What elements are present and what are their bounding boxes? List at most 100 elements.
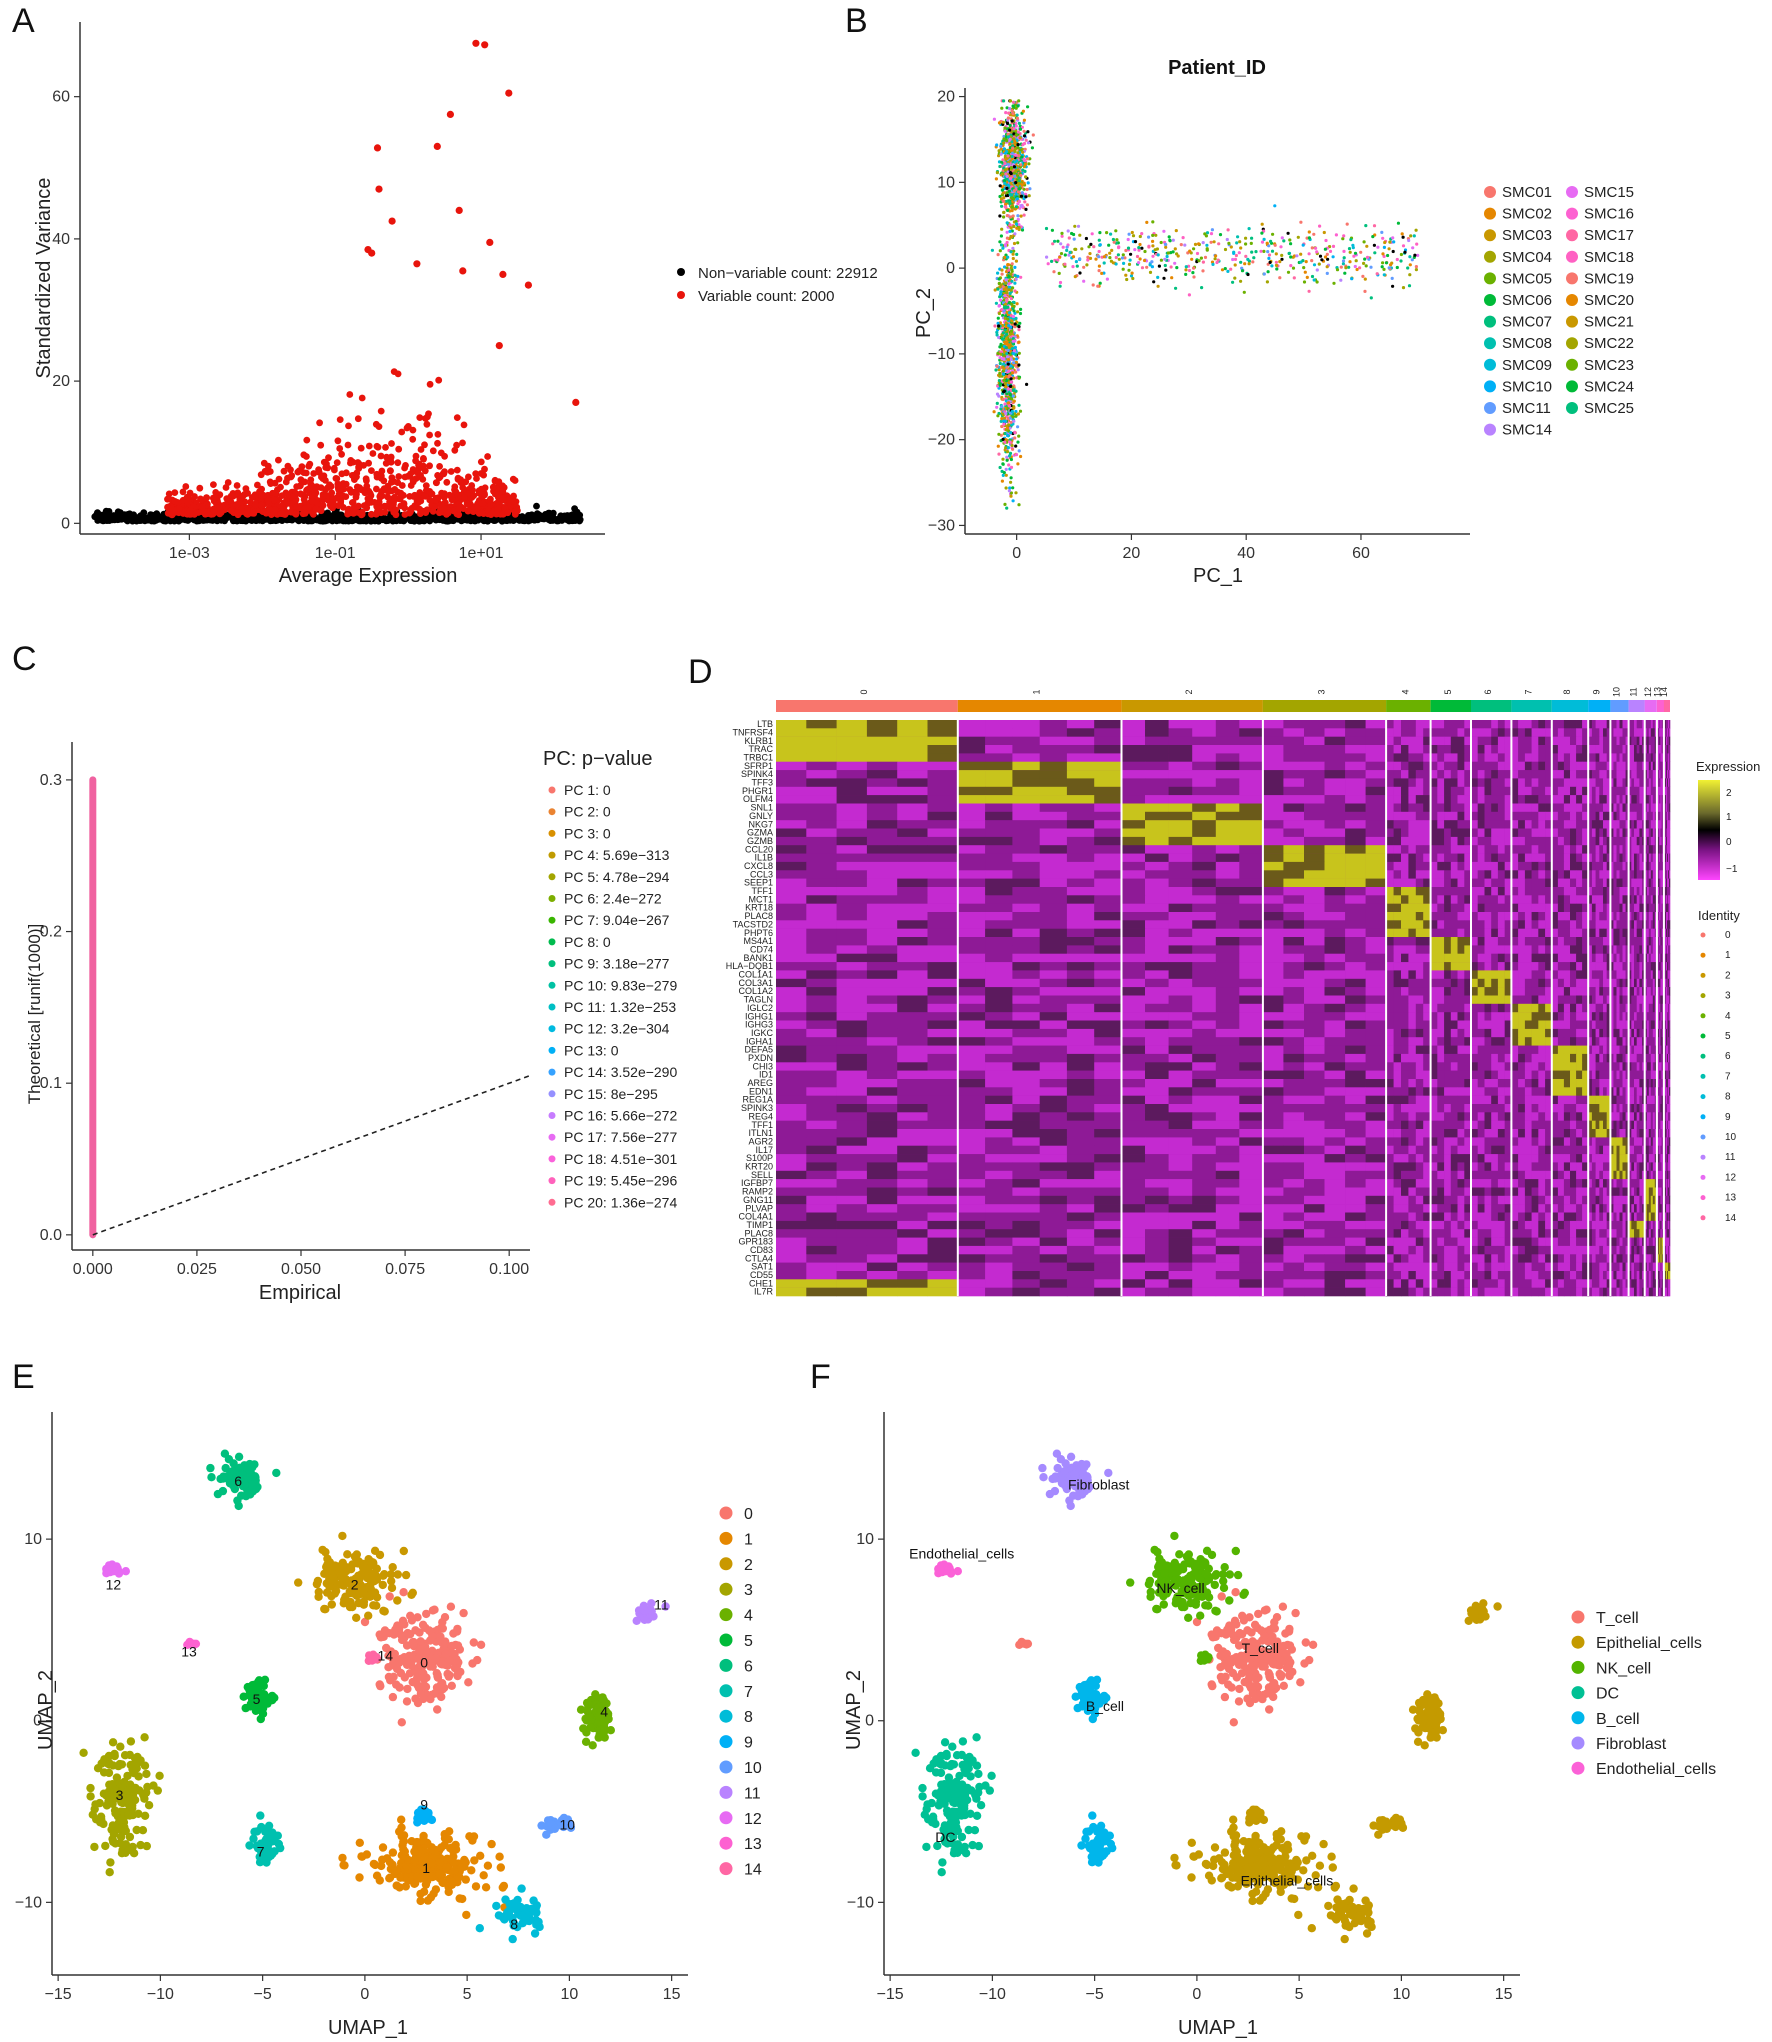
pca-point: [1303, 270, 1307, 274]
heatmap-cell: [1450, 770, 1458, 779]
legend-marker-pc-8: [548, 938, 556, 946]
pca-point: [1348, 250, 1352, 254]
variable-point: [386, 467, 394, 475]
pca-point: [1349, 238, 1353, 242]
pca-point: [1414, 228, 1418, 232]
variable-point: [484, 453, 491, 460]
heatmap-cell: [897, 753, 928, 762]
panel-b-y-tick-label: −20: [928, 432, 955, 449]
pca-point: [1371, 235, 1375, 239]
heatmap-cell: [897, 786, 928, 796]
pca-point: [1331, 255, 1335, 259]
pca-point: [1382, 267, 1386, 271]
heatmap-cell: [1576, 736, 1583, 746]
pca-point: [1231, 280, 1235, 284]
pca-point: [1200, 286, 1204, 290]
heatmap-cell: [1639, 736, 1643, 746]
heatmap-cell: [1557, 770, 1565, 779]
pca-point: [1369, 265, 1373, 269]
variable-point: [312, 505, 320, 513]
heatmap-cell: [1576, 770, 1583, 779]
pca-point: [998, 361, 1002, 366]
pca-point: [1108, 256, 1112, 260]
heatmap-cell: [1401, 745, 1409, 754]
pca-point: [1007, 338, 1011, 342]
pca-point: [1226, 228, 1230, 232]
heatmap-cell: [1484, 728, 1492, 737]
heatmap-cell: [1094, 770, 1122, 779]
pca-point: [1012, 241, 1017, 246]
pca-point: [1318, 224, 1322, 228]
pca-point: [1008, 99, 1013, 103]
heatmap-cell: [1634, 778, 1637, 787]
variable-point: [375, 185, 383, 193]
variable-point: [355, 485, 362, 493]
pca-point: [1236, 235, 1240, 239]
heatmap-cell: [1262, 736, 1284, 746]
heatmap-cell: [1648, 770, 1652, 779]
heatmap-cell: [1066, 786, 1095, 796]
legend-marker-pc-20: [548, 1198, 556, 1206]
legend-marker-smc17: [1566, 229, 1578, 242]
heatmap-cell: [1386, 745, 1394, 754]
pca-point: [1210, 228, 1214, 232]
heatmap-cell: [1595, 745, 1600, 754]
variable-point: [395, 473, 403, 480]
pca-point: [1011, 388, 1016, 392]
pca-point: [1000, 405, 1004, 409]
variable-point: [277, 483, 284, 491]
pca-point: [1015, 252, 1019, 256]
pca-point: [1003, 161, 1007, 165]
nonvariable-point: [550, 515, 557, 523]
pca-point: [1065, 248, 1069, 252]
pca-point: [1010, 443, 1014, 448]
pca-point: [1334, 233, 1338, 237]
variable-point: [357, 444, 365, 452]
pca-point: [1059, 252, 1064, 256]
pca-point: [1163, 257, 1167, 261]
heatmap-cell: [1613, 778, 1617, 787]
heatmap-cell: [957, 753, 986, 762]
pca-point: [1014, 153, 1018, 157]
heatmap-cell: [1121, 770, 1146, 779]
pca-point: [1197, 242, 1201, 246]
variable-point: [295, 468, 303, 475]
heatmap-cell: [897, 736, 928, 746]
pca-point: [1223, 247, 1228, 252]
heatmap-cell: [1616, 736, 1620, 746]
variable-point: [191, 493, 198, 500]
pca-point: [1165, 254, 1169, 259]
heatmap-cell: [1471, 753, 1478, 762]
heatmap-cell: [1039, 736, 1068, 746]
heatmap-cell: [1450, 761, 1458, 771]
heatmap-cell: [957, 728, 986, 737]
variable-point: [455, 206, 463, 214]
pca-point: [1017, 376, 1021, 380]
pca-point: [1341, 262, 1345, 266]
pca-point: [1009, 266, 1013, 270]
heatmap-cell: [1012, 770, 1040, 779]
legend-label-smc25: SMC25: [1584, 400, 1634, 417]
heatmap-cell: [1613, 745, 1617, 754]
pca-point: [1009, 431, 1013, 435]
heatmap-cell: [1304, 753, 1325, 762]
heatmap-cell: [1444, 728, 1452, 737]
pca-point: [1065, 245, 1069, 249]
heatmap-cell: [1669, 753, 1671, 762]
pca-point: [1267, 256, 1271, 260]
heatmap-cell: [1145, 736, 1169, 746]
pca-point: [993, 288, 997, 292]
legend-label-pc-12: PC 12: 3.2e−304: [564, 1021, 670, 1037]
variable-point: [362, 475, 370, 483]
pca-point: [1406, 266, 1410, 270]
pca-point: [1013, 322, 1017, 326]
heatmap-cell: [1518, 770, 1526, 779]
variable-point: [472, 470, 480, 477]
variable-point: [210, 506, 218, 514]
legend-marker-smc18: [1566, 250, 1578, 263]
heatmap-cell: [1168, 745, 1193, 754]
pca-point: [1244, 242, 1248, 246]
heatmap-cell: [1619, 745, 1623, 754]
heatmap-cell: [1094, 736, 1122, 746]
heatmap-cell: [927, 753, 959, 762]
